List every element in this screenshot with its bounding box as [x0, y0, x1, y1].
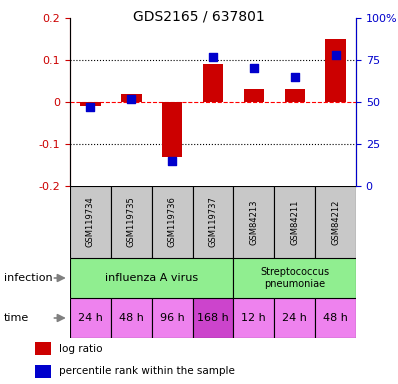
Bar: [121, 94, 142, 102]
Bar: [152, 186, 193, 258]
Point: [332, 52, 339, 58]
Text: percentile rank within the sample: percentile rank within the sample: [59, 366, 234, 376]
Point: [210, 53, 216, 60]
Text: 48 h: 48 h: [119, 313, 144, 323]
Text: 96 h: 96 h: [160, 313, 185, 323]
Text: GSM84211: GSM84211: [290, 199, 299, 245]
Text: Streptococcus
pneumoniae: Streptococcus pneumoniae: [260, 267, 329, 289]
Text: GSM119734: GSM119734: [86, 197, 95, 247]
Point: [87, 104, 94, 110]
Text: 48 h: 48 h: [323, 313, 348, 323]
Bar: [203, 64, 223, 102]
Text: log ratio: log ratio: [59, 344, 102, 354]
Bar: [35, 365, 51, 377]
Bar: [315, 298, 356, 338]
Bar: [70, 186, 111, 258]
Bar: [274, 186, 315, 258]
Text: infection: infection: [4, 273, 53, 283]
Bar: [234, 186, 274, 258]
Bar: [315, 186, 356, 258]
Text: GDS2165 / 637801: GDS2165 / 637801: [133, 10, 265, 23]
Bar: [111, 298, 152, 338]
Text: GSM119737: GSM119737: [209, 197, 217, 247]
Point: [169, 158, 176, 164]
Bar: [80, 102, 101, 106]
Bar: [193, 298, 234, 338]
Text: GSM119736: GSM119736: [168, 197, 177, 247]
Point: [251, 65, 257, 71]
Bar: [111, 186, 152, 258]
Bar: [234, 258, 356, 298]
Bar: [162, 102, 182, 157]
Bar: [193, 186, 234, 258]
Text: 168 h: 168 h: [197, 313, 229, 323]
Bar: [70, 298, 111, 338]
Text: GSM84213: GSM84213: [250, 199, 258, 245]
Bar: [35, 343, 51, 355]
Point: [291, 74, 298, 80]
Bar: [274, 298, 315, 338]
Text: influenza A virus: influenza A virus: [105, 273, 198, 283]
Text: time: time: [4, 313, 29, 323]
Text: GSM84212: GSM84212: [331, 199, 340, 245]
Bar: [152, 298, 193, 338]
Bar: [244, 89, 264, 102]
Point: [128, 96, 135, 102]
Bar: [234, 298, 274, 338]
Text: 24 h: 24 h: [282, 313, 307, 323]
Text: GSM119735: GSM119735: [127, 197, 136, 247]
Text: 12 h: 12 h: [242, 313, 266, 323]
Bar: [70, 258, 234, 298]
Bar: [325, 39, 346, 102]
Bar: [285, 89, 305, 102]
Text: 24 h: 24 h: [78, 313, 103, 323]
